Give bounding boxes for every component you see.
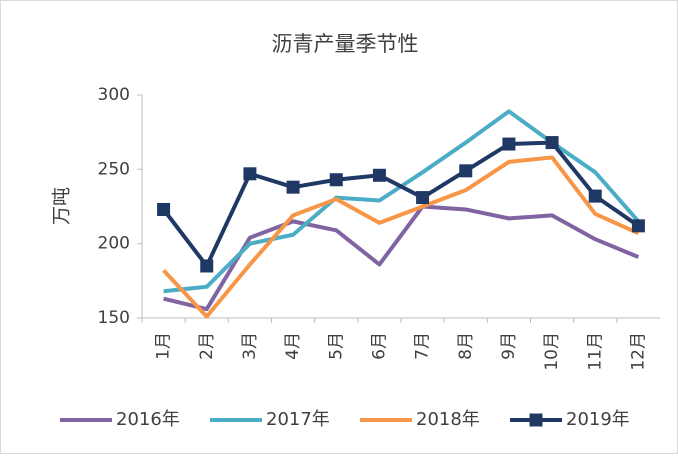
data-point (545, 136, 559, 150)
x-tick-label: 1月 (154, 332, 174, 360)
x-tick-label: 10月 (542, 332, 562, 371)
data-point (157, 202, 171, 216)
series-line (161, 140, 640, 268)
data-point (243, 167, 257, 181)
legend-label: 2019年 (566, 409, 630, 430)
data-point (588, 189, 602, 203)
legend-marker (529, 413, 543, 427)
data-point (459, 164, 473, 178)
data-point (200, 259, 214, 273)
legend-label: 2018年 (416, 409, 480, 430)
data-point (631, 219, 645, 233)
x-tick-label: 3月 (240, 332, 260, 360)
legend-label: 2017年 (266, 409, 330, 430)
x-tick-label: 7月 (413, 332, 433, 360)
x-tick-label: 11月 (585, 332, 605, 371)
x-tick-label: 9月 (499, 332, 519, 360)
data-point (286, 180, 300, 194)
x-tick-label: 5月 (326, 332, 346, 360)
y-tick-label: 250 (98, 159, 130, 179)
legend-label: 2016年 (116, 409, 180, 430)
data-point (502, 137, 516, 151)
y-tick-label: 300 (98, 85, 130, 105)
x-tick-label: 4月 (283, 332, 303, 360)
y-axis-label: 万吨 (51, 187, 73, 225)
data-point (329, 173, 343, 187)
y-tick-label: 200 (98, 234, 130, 254)
y-tick-label: 150 (98, 308, 130, 328)
data-point (372, 168, 386, 182)
x-tick-label: 2月 (197, 332, 217, 360)
chart-title: 沥青产量季节性 (272, 32, 419, 56)
x-tick-label: 12月 (628, 332, 648, 371)
x-tick-label: 6月 (369, 332, 389, 360)
x-tick-label: 8月 (456, 332, 476, 360)
series-line (162, 155, 640, 319)
data-point (416, 191, 430, 205)
